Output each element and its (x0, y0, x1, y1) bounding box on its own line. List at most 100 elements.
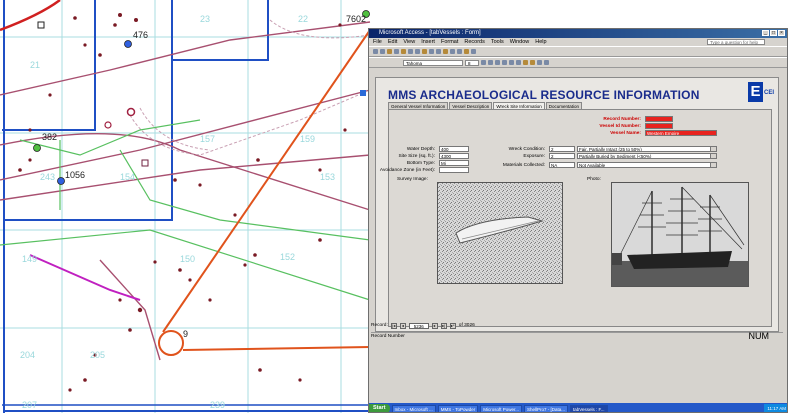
help-icon[interactable] (471, 49, 476, 54)
block-number: 205 (90, 350, 105, 360)
copy-icon[interactable] (408, 49, 413, 54)
taskbar-item-mms[interactable]: MMS - ToPowder (437, 404, 479, 412)
menu-format[interactable]: Format (440, 39, 459, 45)
close-icon[interactable]: × (778, 30, 785, 36)
bottom-type-field[interactable]: Mi (439, 160, 469, 166)
menu-insert[interactable]: Insert (421, 39, 435, 45)
font-color-icon[interactable] (530, 60, 535, 65)
block-number: 207 (22, 400, 37, 410)
border-icon[interactable] (544, 60, 549, 65)
new-record-button[interactable]: ▸* (449, 323, 456, 329)
database-icon[interactable] (464, 49, 469, 54)
save-icon[interactable] (380, 49, 385, 54)
taskbar-item-tabvessels[interactable]: tabVessels : F... (570, 404, 608, 412)
paste-icon[interactable] (415, 49, 420, 54)
exposure-label: Exposure: (523, 154, 545, 159)
new-record-icon[interactable] (450, 49, 455, 54)
vessel-id-label: Vessel Id Number: (599, 124, 641, 129)
record-number-field[interactable] (645, 116, 673, 122)
current-record-input[interactable]: 5236 (408, 323, 429, 329)
block-number: 159 (300, 134, 315, 144)
depth-label-476: 476 (133, 30, 148, 40)
tab-documentation[interactable]: Documentation (545, 102, 583, 110)
search-icon[interactable] (387, 49, 392, 54)
cut-icon[interactable] (401, 49, 406, 54)
delete-record-icon[interactable] (457, 49, 462, 54)
taskbar-item-powerpoint[interactable]: Microsoft Power... (480, 404, 522, 412)
wreck-condition-code[interactable]: 2 (549, 146, 575, 152)
menu-file[interactable]: File (373, 39, 382, 45)
bold-icon[interactable] (481, 60, 486, 65)
menu-edit[interactable]: Edit (387, 39, 398, 45)
sort-icon[interactable] (429, 49, 434, 54)
minimize-icon[interactable]: _ (762, 30, 769, 36)
windows-taskbar: Start Inbox - Microsoft ... MMS - ToPowd… (369, 403, 787, 412)
italic-icon[interactable] (488, 60, 493, 65)
tab-wreck-site-information[interactable]: Wreck Site Information (493, 102, 545, 110)
prev-record-button[interactable]: ◂ (399, 323, 406, 329)
avoidance-zone-field[interactable] (439, 167, 469, 173)
block-number: 150 (180, 254, 195, 264)
water-depth-field[interactable]: 400 (439, 146, 469, 152)
photo-label: Photo: (587, 177, 601, 182)
align-center-icon[interactable] (509, 60, 514, 65)
menu-help[interactable]: Help (535, 39, 547, 45)
view-icon[interactable] (373, 49, 378, 54)
site-size-field[interactable]: 4300 (439, 153, 469, 159)
menu-records[interactable]: Records (464, 39, 485, 45)
filter-icon[interactable] (436, 49, 441, 54)
depth-label-7602: 7602 (346, 14, 366, 24)
taskbar-item-inbox[interactable]: Inbox - Microsoft ... (391, 404, 436, 412)
menu-view[interactable]: View (403, 39, 416, 45)
depth-label-1056: 1056 (65, 170, 85, 180)
align-right-icon[interactable] (516, 60, 521, 65)
line-color-icon[interactable] (537, 60, 542, 65)
find-icon[interactable] (443, 49, 448, 54)
start-button[interactable]: Start (369, 404, 390, 412)
last-record-button[interactable]: ▸| (440, 323, 447, 329)
window-titlebar[interactable]: Microsoft Access - [tabVessels : Form] _… (369, 29, 787, 38)
tab-vessel-description[interactable]: Vessel Description (449, 102, 493, 110)
survey-sonar-image (437, 182, 563, 284)
fill-color-icon[interactable] (523, 60, 528, 65)
exposure-code[interactable]: 2 (549, 153, 575, 159)
wreck-condition-select[interactable]: Fair, Partially Intact (25 to 50%) (577, 146, 717, 152)
underline-icon[interactable] (495, 60, 500, 65)
font-name-select[interactable]: Tahoma (403, 59, 463, 66)
vessel-photo (611, 182, 749, 287)
site-size-label: Site Size (sq. ft.): (398, 154, 435, 159)
vessel-name-label: Vessel Name: (610, 131, 641, 136)
font-size-select[interactable]: 8 (465, 59, 479, 66)
materials-code[interactable]: NA (549, 162, 575, 168)
print-icon[interactable] (394, 49, 399, 54)
first-record-button[interactable]: |◂ (390, 323, 397, 329)
block-number: 153 (320, 172, 335, 182)
vessel-id-field[interactable] (645, 123, 673, 129)
taskbar-item-shellpro[interactable]: ShellPro7 - [Data... (524, 404, 569, 412)
align-left-icon[interactable] (502, 60, 507, 65)
help-search-input[interactable]: Type a question for help (707, 39, 765, 45)
next-record-button[interactable]: ▸ (431, 323, 438, 329)
num-lock-indicator: NUM (748, 331, 770, 341)
vessel-name-field[interactable]: Western Empire (645, 130, 717, 136)
exposure-select[interactable]: Partially Buried by Sediment (<50%) (577, 153, 717, 159)
system-clock: 11:17 AM (764, 404, 787, 412)
block-number: 204 (20, 350, 35, 360)
menu-window[interactable]: Window (509, 39, 530, 45)
block-number: 23 (200, 14, 210, 24)
record-number-label: Record Number: (603, 117, 641, 122)
window-title: Microsoft Access - [tabVessels : Form] (379, 30, 481, 36)
wreck-marker-label: 9 (183, 329, 188, 339)
undo-icon[interactable] (422, 49, 427, 54)
tab-general-vessel-information[interactable]: General Vessel Information (388, 102, 449, 110)
menu-tools[interactable]: Tools (490, 39, 504, 45)
wreck-condition-label: Wreck Condition: (508, 147, 545, 152)
menu-bar: File Edit View Insert Format Records Too… (369, 38, 787, 46)
materials-collected-label: Materials Collected: (502, 163, 545, 168)
materials-select[interactable]: Not Available (577, 162, 717, 168)
vessel-form: MMS ARCHAEOLOGICAL RESOURCE INFORMATION … (375, 77, 779, 332)
water-depth-label: Water Depth: (406, 147, 435, 152)
status-text: Record Number (371, 334, 405, 339)
maximize-icon[interactable]: □ (770, 30, 777, 36)
block-number: 243 (40, 172, 55, 182)
